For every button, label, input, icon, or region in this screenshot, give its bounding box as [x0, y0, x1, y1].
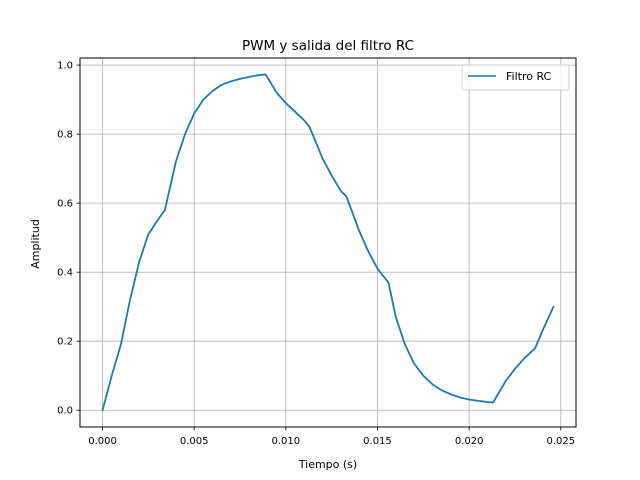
x-tick-label: 0.005: [180, 436, 209, 447]
y-tick-label: 0.0: [57, 406, 73, 417]
y-axis-label: Amplitud: [29, 219, 42, 269]
chart-title: PWM y salida del filtro RC: [242, 38, 414, 54]
y-tick-label: 0.8: [57, 130, 73, 141]
series-line: [101, 73, 555, 412]
x-tick-label: 0.010: [272, 436, 301, 447]
series-lines: [101, 73, 555, 412]
legend-box: [461, 64, 570, 91]
legend-label: Filtro RC: [506, 70, 552, 83]
y-tick-label: 1.0: [57, 61, 73, 72]
x-gridlines: [102, 58, 562, 427]
legend: Filtro RC: [461, 64, 570, 91]
x-tick-label: 0.020: [455, 436, 484, 447]
x-axis-label: Tiempo (s): [298, 458, 357, 471]
x-tick-label: 0.000: [88, 436, 117, 447]
plot-area: [79, 57, 577, 428]
y-tick-label: 0.4: [57, 268, 73, 279]
x-tick-label: 0.025: [546, 436, 575, 447]
x-tick-label: 0.015: [363, 436, 392, 447]
x-axis: 0.000 0.005 0.010 0.015 0.020 0.025: [88, 427, 575, 447]
y-axis: 0.0 0.2 0.4 0.6 0.8 1.0: [57, 61, 80, 417]
y-tick-label: 0.2: [57, 337, 73, 348]
y-tick-label: 0.6: [57, 199, 73, 210]
